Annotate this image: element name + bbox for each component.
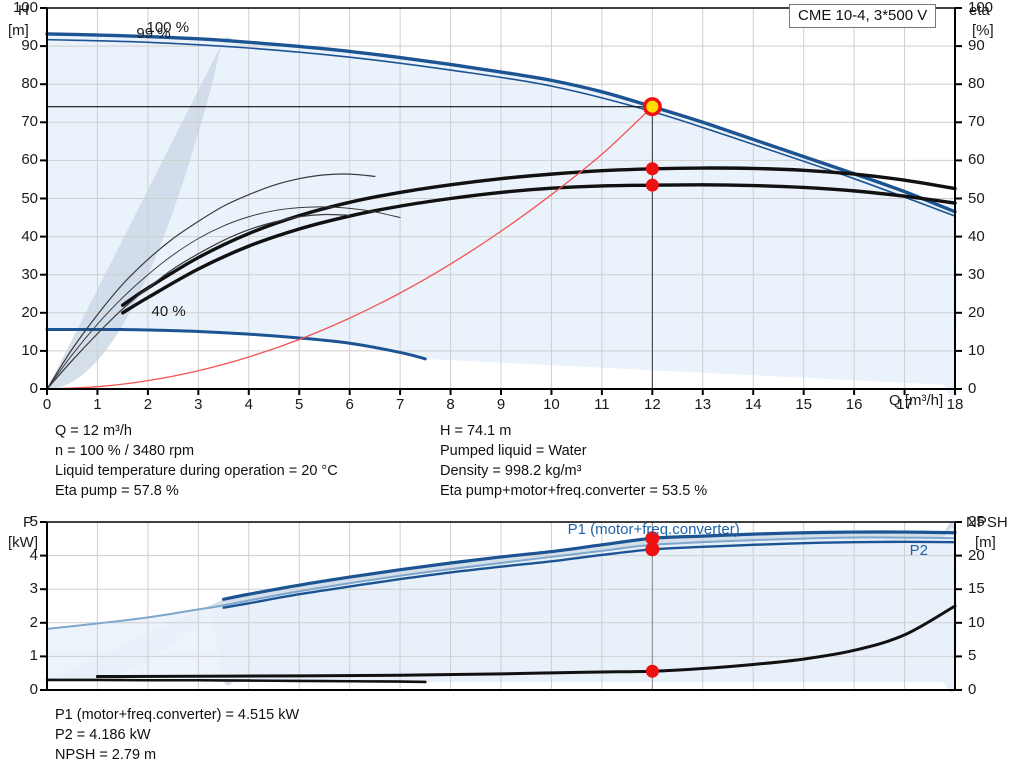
upper-y-left-tick: 60 [21, 151, 38, 169]
lower-y-left-tick: 0 [29, 681, 38, 698]
info-liqtemp: Liquid temperature during operation = 20… [55, 463, 338, 479]
info-h: H = 74.1 m [440, 423, 512, 439]
upper-y-left-tick: 70 [21, 113, 38, 131]
upper-x-tick: 8 [446, 396, 455, 413]
info-etatotal: Eta pump+motor+freq.converter = 53.5 % [440, 483, 708, 499]
upper-x-tick: 7 [395, 396, 405, 413]
upper-x-tick: 3 [194, 396, 203, 413]
upper-x-tick: 11 [594, 396, 610, 413]
lower-y-right-unit: [m] [975, 534, 996, 551]
lower-y-right-tick: 5 [968, 647, 977, 665]
upper-y-right-tick: 70 [968, 113, 985, 131]
lower-y-left-unit: [kW] [8, 534, 38, 551]
lower-y-right-tick: 10 [968, 613, 985, 631]
upper-y-left-tick: 50 [21, 189, 38, 207]
upper-y-right-tick: 80 [968, 75, 985, 93]
upper-y-left-tick: 100 [12, 0, 38, 16]
info-q: Q = 12 m³/h [55, 423, 132, 439]
lower-y-right-title: NPSH [966, 514, 1008, 531]
upper-y-left-tick: 0 [29, 380, 38, 397]
upper-x-tick: 9 [496, 396, 506, 413]
power-npsh-chart [0, 512, 1024, 702]
info-speed: n = 100 % / 3480 rpm [55, 443, 195, 459]
upper-x-tick: 6 [345, 396, 354, 413]
upper-y-left-tick: 10 [21, 341, 38, 359]
upper-y-right-tick: 100 [968, 0, 994, 16]
power-legend-0: P1 (motor+freq.converter) [567, 521, 740, 539]
upper-x-tick: 12 [643, 396, 661, 413]
upper-y-right-tick: 50 [968, 189, 985, 207]
upper-y-right-tick: 30 [968, 265, 985, 283]
info-density: Density = 998.2 kg/m³ [440, 463, 582, 479]
upper-x-tick: 15 [795, 396, 812, 413]
upper-y-right-tick: 10 [968, 341, 985, 359]
head-efficiency-chart [40, 7, 962, 398]
speed-annotation-2: 40 % [151, 302, 186, 320]
lower-y-left-tick: 3 [29, 580, 38, 598]
upper-x-tick: 0 [42, 396, 52, 413]
upper-x-tick: 5 [295, 396, 304, 413]
pump-model-title-box: CME 10-4, 3*500 V [789, 4, 937, 28]
upper-x-tick: 14 [744, 396, 762, 413]
info-npsh: NPSH = 2.79 m [55, 747, 157, 763]
lower-y-right-tick: 15 [968, 580, 985, 598]
upper-x-tick: 16 [845, 396, 863, 413]
upper-y-left-title: H [18, 2, 29, 19]
lower-y-right-tick: 20 [968, 546, 985, 564]
upper-y-left-tick: 20 [21, 303, 38, 321]
upper-x-tick: 1 [93, 396, 102, 413]
upper-y-right-tick: 0 [968, 380, 977, 397]
info-p1: P1 (motor+freq.converter) = 4.515 kW [55, 707, 300, 723]
info-liquid: Pumped liquid = Water [440, 443, 587, 459]
speed-annotation-0: 100 % [146, 18, 190, 36]
upper-y-left-tick: 40 [21, 227, 38, 245]
upper-y-right-tick: 20 [968, 303, 985, 321]
upper-y-right-tick: 40 [968, 227, 985, 245]
upper-y-right-tick: 60 [968, 151, 985, 169]
lower-y-left-tick: 5 [29, 513, 38, 530]
upper-x-tick: 13 [694, 396, 712, 413]
upper-x-tick: 17 [896, 396, 913, 413]
upper-y-right-title: eta [969, 2, 990, 19]
lower-y-right-tick: 25 [968, 513, 985, 530]
upper-x-tick: 10 [543, 396, 560, 413]
upper-y-left-tick: 90 [21, 37, 38, 55]
lower-y-left-title: P [23, 514, 34, 531]
lower-y-left-tick: 2 [29, 613, 38, 631]
power-legend-1: P2 [909, 541, 928, 559]
upper-y-right-tick: 90 [968, 37, 985, 55]
info-p2: P2 = 4.186 kW [55, 727, 151, 743]
upper-y-left-unit: [m] [8, 22, 29, 39]
speed-annotation-1: 99 % [136, 24, 171, 42]
upper-x-title: Q [m³/h] [889, 392, 944, 409]
upper-x-tick: 18 [946, 396, 964, 413]
lower-y-left-tick: 4 [29, 546, 38, 564]
info-etapump: Eta pump = 57.8 % [55, 483, 179, 499]
upper-y-left-tick: 30 [21, 265, 38, 283]
upper-y-right-unit: [%] [972, 22, 994, 39]
upper-y-left-tick: 80 [21, 75, 38, 93]
upper-x-tick: 2 [143, 396, 153, 413]
upper-x-tick: 4 [244, 396, 253, 413]
lower-y-right-tick: 0 [968, 681, 977, 698]
lower-y-left-tick: 1 [29, 647, 38, 665]
